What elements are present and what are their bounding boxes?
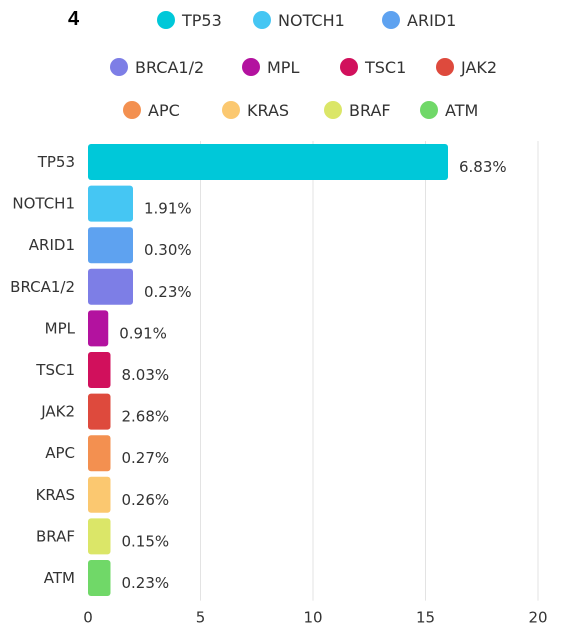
- bar-brca1-2: [88, 268, 133, 305]
- data-label: 0.30%: [144, 241, 192, 259]
- category-label: BRAF: [36, 527, 75, 545]
- data-label: 1.91%: [144, 200, 192, 218]
- x-tick-label: 0: [83, 609, 93, 627]
- legend-item: ARID1: [407, 11, 456, 30]
- legend-item: APC: [148, 101, 180, 120]
- legend-item: KRAS: [247, 101, 289, 120]
- bar-notch1: [88, 185, 133, 222]
- legend-marker: [324, 101, 342, 119]
- category-label: TP53: [37, 153, 75, 171]
- data-label: 0.27%: [122, 449, 170, 467]
- legend-marker: [157, 11, 175, 29]
- x-tick-label: 20: [528, 609, 547, 627]
- legend-item: BRAF: [349, 101, 391, 120]
- category-label: KRAS: [36, 486, 75, 504]
- legend-item: TSC1: [364, 58, 406, 77]
- data-label: 0.15%: [122, 532, 170, 550]
- category-label: ARID1: [29, 236, 75, 254]
- legend-item: TP53: [181, 11, 222, 30]
- legend-item: ATM: [445, 101, 478, 120]
- data-label: 6.83%: [459, 158, 507, 176]
- bars: TP53 6.83% NOTCH1 1.91% ARID1 0.30% BRCA1/2 0.2…: [10, 144, 507, 596]
- panel-label: 4: [68, 8, 80, 30]
- legend-marker: [123, 101, 141, 119]
- legend-item: JAK2: [460, 58, 497, 77]
- x-tick-label: 10: [303, 609, 322, 627]
- bar-mpl: [88, 310, 109, 347]
- legend-marker: [340, 58, 358, 76]
- category-label: NOTCH1: [12, 195, 75, 213]
- bar-apc: [88, 435, 111, 472]
- bar-kras: [88, 476, 111, 513]
- x-tick-label: 15: [416, 609, 435, 627]
- category-label: APC: [45, 444, 75, 462]
- bar-braf: [88, 518, 111, 555]
- data-label: 0.23%: [122, 574, 170, 592]
- bar-tp53: [88, 144, 448, 180]
- legend-marker: [110, 58, 128, 76]
- legend-item: BRCA1/2: [135, 58, 204, 77]
- legend-marker: [242, 58, 260, 76]
- category-label: ATM: [44, 569, 75, 587]
- data-label: 2.68%: [122, 408, 170, 426]
- data-label: 0.26%: [122, 491, 170, 509]
- bar-atm: [88, 560, 111, 596]
- data-label: 0.23%: [144, 283, 192, 301]
- bar-jak2: [88, 393, 111, 430]
- data-label: 0.91%: [119, 324, 167, 342]
- x-axis: 0 5 10 15 20: [83, 141, 548, 627]
- legend-item: NOTCH1: [278, 11, 345, 30]
- legend-marker: [253, 11, 271, 29]
- legend: TP53 NOTCH1 ARID1 BRCA1/2 MPL TSC1 JAK2 APC KRAS…: [110, 11, 497, 120]
- legend-marker: [436, 58, 454, 76]
- bar-tsc1: [88, 352, 111, 388]
- category-label: MPL: [45, 319, 76, 337]
- bar-arid1: [88, 227, 133, 264]
- x-tick-label: 5: [196, 609, 206, 627]
- category-label: JAK2: [40, 403, 75, 421]
- category-label: TSC1: [35, 361, 75, 379]
- legend-marker: [382, 11, 400, 29]
- category-label: BRCA1/2: [10, 278, 75, 296]
- data-label: 8.03%: [122, 366, 170, 384]
- legend-item: MPL: [267, 58, 299, 77]
- legend-marker: [222, 101, 240, 119]
- legend-marker: [420, 101, 438, 119]
